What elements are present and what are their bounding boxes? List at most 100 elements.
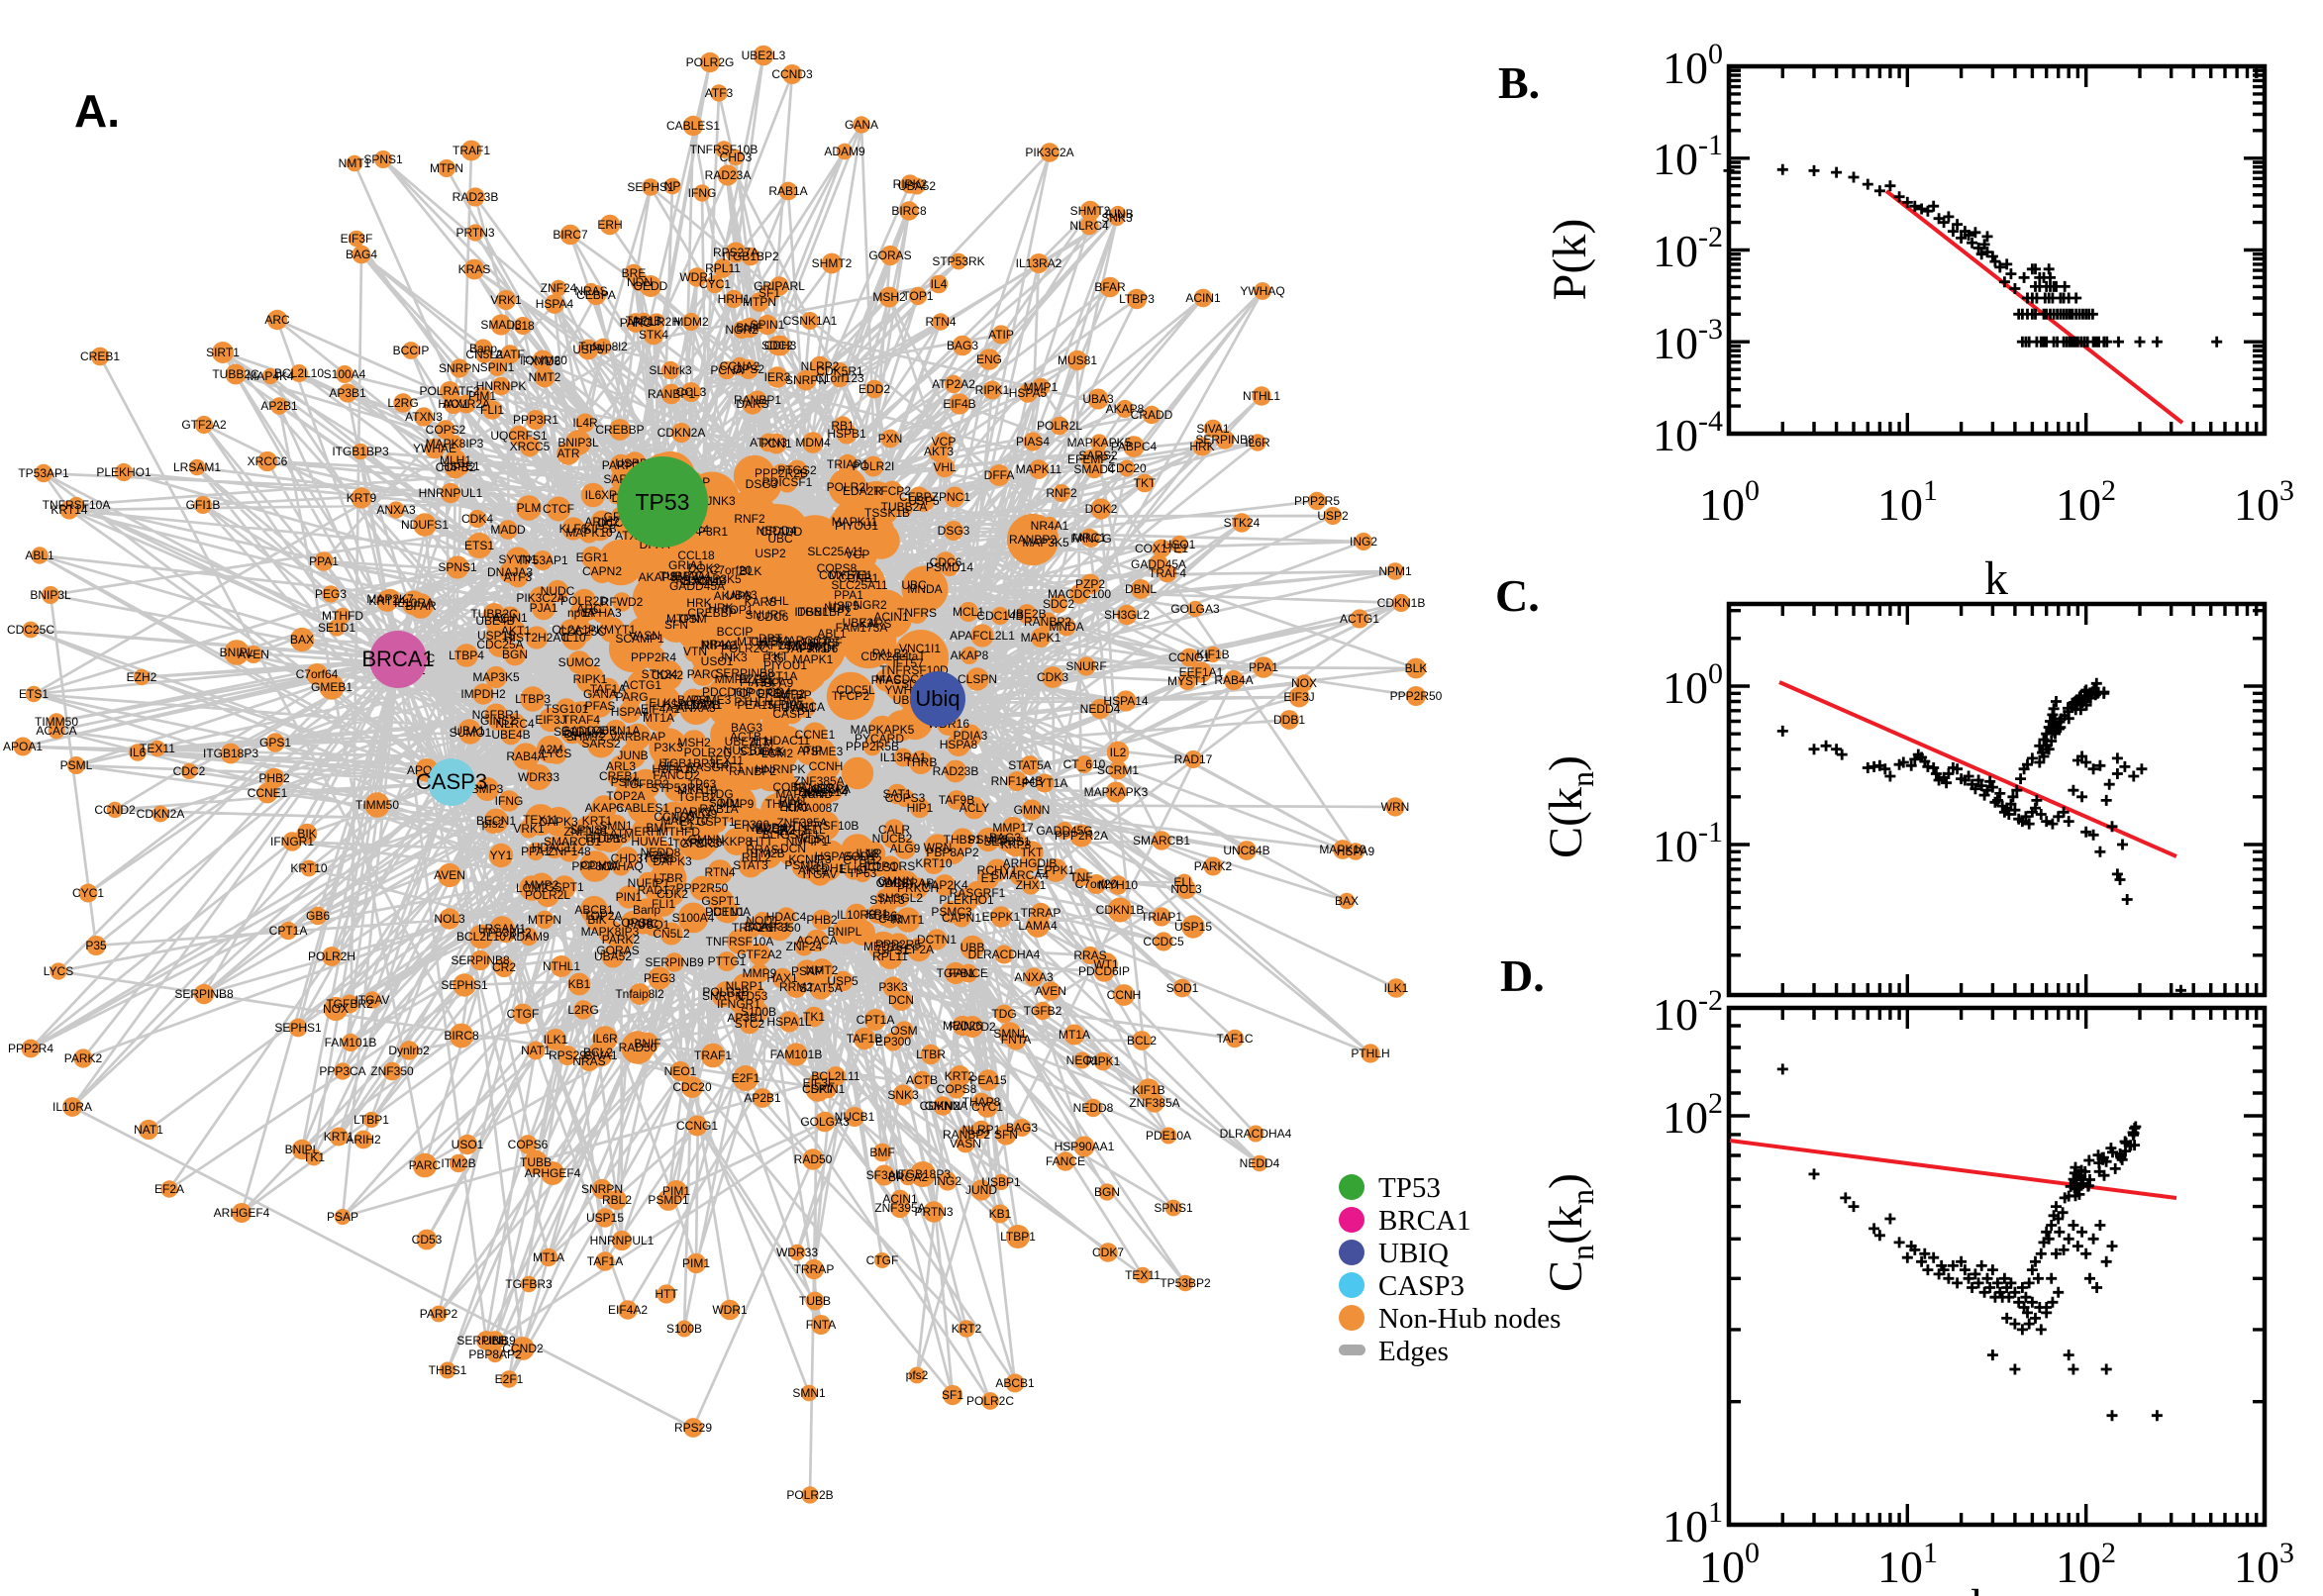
svg-text:PHB2: PHB2 [258,771,290,785]
svg-text:CPT1A: CPT1A [269,924,308,938]
svg-text:SARS2: SARS2 [1078,449,1118,462]
svg-text:TRAF1: TRAF1 [694,1048,732,1062]
svg-text:EIF4A2: EIF4A2 [608,1303,648,1317]
svg-text:CASP3: CASP3 [1378,1270,1464,1302]
svg-text:TIMM50: TIMM50 [35,715,78,729]
svg-text:NMT2: NMT2 [806,963,839,977]
svg-text:USP5: USP5 [908,494,940,508]
svg-text:EF2A: EF2A [154,1182,184,1196]
svg-text:BCL2L11: BCL2L11 [811,1069,859,1083]
svg-text:TUBB: TUBB [520,1155,552,1169]
svg-text:PIN1: PIN1 [616,890,643,904]
svg-text:SEPHS1: SEPHS1 [274,1021,322,1035]
svg-text:CASP1: CASP1 [772,707,812,721]
svg-text:DCTN1: DCTN1 [917,933,957,947]
svg-text:CTGF: CTGF [866,1253,899,1267]
svg-text:BAG3: BAG3 [1006,1121,1038,1135]
svg-text:BIRC8: BIRC8 [444,1029,479,1043]
svg-text:PPP2R50: PPP2R50 [1390,689,1443,703]
svg-text:IER3: IER3 [764,370,791,384]
svg-text:WDR33: WDR33 [776,1246,818,1259]
svg-text:RTN4: RTN4 [925,315,956,329]
svg-text:RFWD2: RFWD2 [601,595,644,609]
svg-text:UBC: UBC [901,578,927,592]
svg-text:ERH: ERH [597,218,622,232]
svg-text:HNRNPUL1: HNRNPUL1 [419,486,483,500]
svg-text:MYH10: MYH10 [1098,878,1138,892]
svg-text:PIAS4: PIAS4 [1016,435,1050,449]
svg-text:PPP2R4: PPP2R4 [631,650,676,664]
svg-text:VHL: VHL [765,594,789,608]
svg-text:VRK1: VRK1 [513,822,545,836]
svg-text:TAF9T5H: TAF9T5H [784,642,835,655]
svg-text:APAFCL2L1: APAFCL2L1 [950,629,1015,643]
svg-text:KRT2: KRT2 [952,1322,982,1336]
svg-text:HSPA5: HSPA5 [1009,386,1048,400]
svg-text:USP2: USP2 [1317,509,1349,523]
svg-text:MAPK10: MAPK10 [565,526,613,540]
svg-text:IL2: IL2 [1110,746,1127,759]
svg-text:LYCS: LYCS [44,964,73,978]
svg-text:Tnfaip8l2: Tnfaip8l2 [578,340,628,353]
svg-text:BCCIP: BCCIP [717,625,754,639]
svg-text:EZH2: EZH2 [127,670,157,684]
svg-text:HSPA1L: HSPA1L [766,1015,811,1029]
svg-text:SUMO2: SUMO2 [558,655,601,669]
svg-text:CD53: CD53 [412,1233,443,1247]
svg-text:NOL3: NOL3 [1170,882,1202,896]
svg-text:RAB4A: RAB4A [506,749,545,763]
svg-text:Non-Hub nodes: Non-Hub nodes [1378,1303,1561,1335]
svg-text:STP53RK: STP53RK [651,781,703,795]
svg-text:P(k): P(k) [1544,219,1596,301]
svg-text:IL18: IL18 [511,319,535,333]
svg-text:ZNF148: ZNF148 [548,845,591,858]
svg-text:NDN: NDN [627,275,653,289]
svg-text:CDC14B: CDC14B [976,609,1023,623]
svg-text:ATXN3: ATXN3 [405,410,443,424]
svg-text:CAPN1: CAPN1 [942,911,981,925]
svg-text:TSG101: TSG101 [545,702,589,716]
svg-text:P35: P35 [85,939,107,952]
svg-text:MAP3K5: MAP3K5 [1022,536,1069,549]
svg-text:CAPN2: CAPN2 [582,564,622,578]
svg-text:NUDC: NUDC [541,584,575,598]
svg-text:FNTA: FNTA [806,1318,836,1332]
svg-text:USBP1: USBP1 [981,1175,1021,1189]
svg-text:FXYD6: FXYD6 [523,354,561,368]
svg-text:NEDD8: NEDD8 [1073,1101,1114,1115]
svg-text:10-1: 10-1 [1653,816,1723,871]
svg-text:BNIF: BNIF [736,321,762,335]
svg-text:CDC2: CDC2 [173,764,206,778]
svg-text:NEO1: NEO1 [664,1064,697,1078]
svg-text:PDIA3: PDIA3 [954,729,988,743]
svg-text:RANBP1: RANBP1 [648,387,695,401]
svg-text:DFFA: DFFA [984,468,1015,482]
svg-text:RNF2: RNF2 [1046,486,1077,500]
svg-text:ATIP: ATIP [988,328,1014,342]
svg-text:CCNH: CCNH [1107,988,1142,1002]
svg-text:KRT14: KRT14 [50,503,87,517]
svg-text:CSNK1A1: CSNK1A1 [783,314,838,328]
svg-text:RAB1A: RAB1A [699,802,738,816]
svg-text:KB1: KB1 [989,1207,1012,1221]
svg-text:TOP1: TOP1 [902,289,933,303]
svg-text:E2F1: E2F1 [732,1071,760,1085]
svg-text:LTBP1: LTBP1 [1000,1230,1036,1244]
svg-text:RASGRF1: RASGRF1 [950,886,1006,900]
svg-text:C(kn): C(kn) [1540,755,1600,858]
svg-text:D.: D. [1500,950,1545,1001]
svg-text:KIF1B: KIF1B [1132,1083,1164,1097]
svg-text:PZP2: PZP2 [1075,577,1105,591]
svg-text:PIM1: PIM1 [468,389,496,403]
svg-text:IL6R: IL6R [592,1032,618,1046]
svg-text:PLEKHO1: PLEKHO1 [96,465,152,479]
svg-text:RAD50: RAD50 [794,1152,833,1166]
svg-text:EIF3J: EIF3J [1283,690,1314,704]
svg-text:BIRC7: BIRC7 [553,228,588,242]
svg-text:UBE2L3: UBE2L3 [742,49,786,62]
svg-text:CCNB1: CCNB1 [839,571,879,585]
svg-text:Banp: Banp [633,903,660,917]
svg-text:PIM1: PIM1 [682,1256,710,1270]
svg-text:PEG3: PEG3 [644,971,675,985]
svg-text:TRRAP: TRRAP [794,1262,835,1276]
